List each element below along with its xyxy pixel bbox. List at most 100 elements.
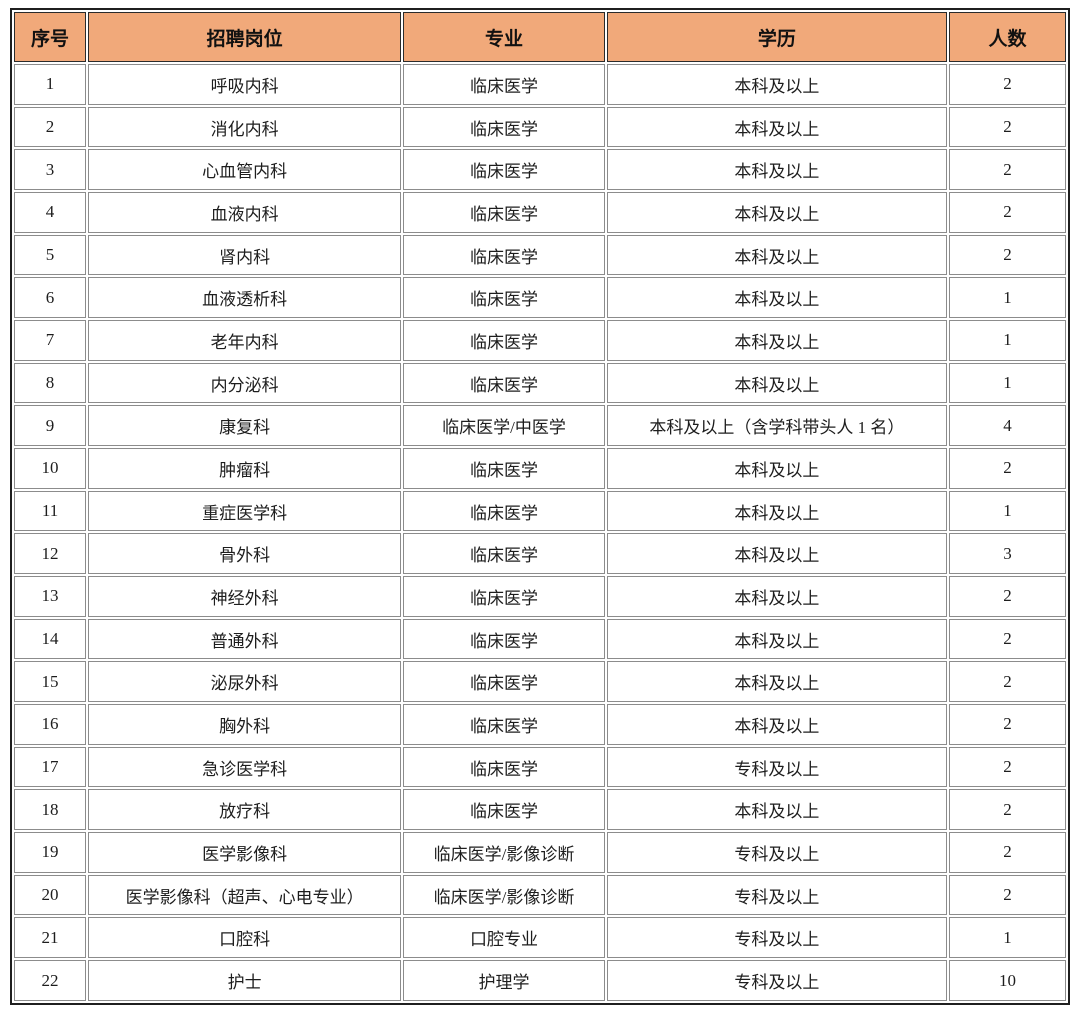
cell-no: 11 xyxy=(14,490,87,532)
table-row: 9 康复科 临床医学/中医学 本科及以上（含学科带头人 1 名） 4 xyxy=(14,405,1066,447)
cell-education: 本科及以上 xyxy=(606,576,948,617)
cell-education: 专科及以上 xyxy=(606,832,948,873)
cell-major: 临床医学 xyxy=(403,320,605,361)
cell-education: 本科及以上 xyxy=(606,277,948,319)
cell-education: 专科及以上 xyxy=(606,917,948,959)
cell-education: 本科及以上 xyxy=(606,320,948,361)
table-row: 7 老年内科 临床医学 本科及以上 1 xyxy=(14,320,1066,361)
cell-count: 2 xyxy=(949,832,1066,873)
cell-no: 14 xyxy=(14,618,87,660)
cell-count: 2 xyxy=(949,64,1066,105)
cell-count: 1 xyxy=(949,917,1066,959)
cell-position: 医学影像科（超声、心电专业） xyxy=(88,874,402,916)
cell-no: 15 xyxy=(14,661,87,703)
cell-no: 9 xyxy=(14,405,87,447)
cell-position: 神经外科 xyxy=(88,576,402,617)
header-no: 序号 xyxy=(14,12,87,62)
table-row: 12 骨外科 临床医学 本科及以上 3 xyxy=(14,533,1066,575)
table-header-row: 序号 招聘岗位 专业 学历 人数 xyxy=(14,12,1066,62)
cell-count: 2 xyxy=(949,874,1066,916)
cell-no: 16 xyxy=(14,704,87,745)
cell-count: 4 xyxy=(949,405,1066,447)
cell-no: 12 xyxy=(14,533,87,575)
cell-position: 医学影像科 xyxy=(88,832,402,873)
cell-no: 6 xyxy=(14,277,87,319)
cell-major: 临床医学/影像诊断 xyxy=(403,874,605,916)
cell-position: 口腔科 xyxy=(88,917,402,959)
cell-major: 临床医学 xyxy=(403,704,605,745)
table-row: 14 普通外科 临床医学 本科及以上 2 xyxy=(14,618,1066,660)
cell-count: 10 xyxy=(949,960,1066,1001)
cell-no: 19 xyxy=(14,832,87,873)
cell-education: 本科及以上 xyxy=(606,490,948,532)
cell-position: 护士 xyxy=(88,960,402,1001)
cell-count: 2 xyxy=(949,149,1066,191)
cell-no: 5 xyxy=(14,234,87,276)
cell-major: 临床医学 xyxy=(403,746,605,788)
recruitment-table: 序号 招聘岗位 专业 学历 人数 1 呼吸内科 临床医学 本科及以上 2 2 消化内科 临床医… xyxy=(10,8,1070,1005)
header-education: 学历 xyxy=(606,12,948,62)
cell-count: 2 xyxy=(949,448,1066,489)
table-row: 17 急诊医学科 临床医学 专科及以上 2 xyxy=(14,746,1066,788)
cell-count: 2 xyxy=(949,576,1066,617)
cell-no: 21 xyxy=(14,917,87,959)
cell-education: 本科及以上 xyxy=(606,64,948,105)
cell-count: 2 xyxy=(949,789,1066,831)
cell-no: 17 xyxy=(14,746,87,788)
cell-major: 临床医学 xyxy=(403,192,605,233)
cell-major: 临床医学/中医学 xyxy=(403,405,605,447)
cell-position: 重症医学科 xyxy=(88,490,402,532)
table-row: 20 医学影像科（超声、心电专业） 临床医学/影像诊断 专科及以上 2 xyxy=(14,874,1066,916)
cell-major: 临床医学 xyxy=(403,149,605,191)
cell-no: 22 xyxy=(14,960,87,1001)
cell-position: 血液透析科 xyxy=(88,277,402,319)
table-row: 1 呼吸内科 临床医学 本科及以上 2 xyxy=(14,64,1066,105)
cell-no: 1 xyxy=(14,64,87,105)
cell-major: 临床医学 xyxy=(403,362,605,404)
cell-no: 20 xyxy=(14,874,87,916)
cell-no: 8 xyxy=(14,362,87,404)
cell-position: 普通外科 xyxy=(88,618,402,660)
cell-position: 消化内科 xyxy=(88,106,402,148)
cell-count: 1 xyxy=(949,277,1066,319)
cell-count: 2 xyxy=(949,746,1066,788)
cell-position: 急诊医学科 xyxy=(88,746,402,788)
cell-education: 本科及以上 xyxy=(606,661,948,703)
cell-no: 2 xyxy=(14,106,87,148)
header-major: 专业 xyxy=(403,12,605,62)
cell-no: 18 xyxy=(14,789,87,831)
cell-position: 肿瘤科 xyxy=(88,448,402,489)
cell-major: 口腔专业 xyxy=(403,917,605,959)
cell-education: 本科及以上 xyxy=(606,704,948,745)
cell-education: 专科及以上 xyxy=(606,960,948,1001)
cell-education: 本科及以上 xyxy=(606,618,948,660)
table-row: 16 胸外科 临床医学 本科及以上 2 xyxy=(14,704,1066,745)
table-row: 3 心血管内科 临床医学 本科及以上 2 xyxy=(14,149,1066,191)
cell-count: 1 xyxy=(949,490,1066,532)
cell-major: 临床医学 xyxy=(403,277,605,319)
cell-major: 临床医学 xyxy=(403,490,605,532)
header-count: 人数 xyxy=(949,12,1066,62)
cell-count: 3 xyxy=(949,533,1066,575)
table-row: 10 肿瘤科 临床医学 本科及以上 2 xyxy=(14,448,1066,489)
cell-count: 2 xyxy=(949,192,1066,233)
cell-count: 2 xyxy=(949,618,1066,660)
cell-major: 临床医学 xyxy=(403,661,605,703)
cell-education: 本科及以上 xyxy=(606,362,948,404)
cell-position: 内分泌科 xyxy=(88,362,402,404)
cell-education: 本科及以上 xyxy=(606,106,948,148)
cell-major: 临床医学 xyxy=(403,106,605,148)
table-row: 5 肾内科 临床医学 本科及以上 2 xyxy=(14,234,1066,276)
table-row: 22 护士 护理学 专科及以上 10 xyxy=(14,960,1066,1001)
cell-count: 1 xyxy=(949,320,1066,361)
cell-position: 泌尿外科 xyxy=(88,661,402,703)
cell-no: 4 xyxy=(14,192,87,233)
cell-education: 专科及以上 xyxy=(606,746,948,788)
table-row: 4 血液内科 临床医学 本科及以上 2 xyxy=(14,192,1066,233)
cell-position: 肾内科 xyxy=(88,234,402,276)
cell-education: 本科及以上 xyxy=(606,192,948,233)
cell-no: 13 xyxy=(14,576,87,617)
cell-education: 本科及以上 xyxy=(606,149,948,191)
cell-major: 临床医学 xyxy=(403,576,605,617)
cell-education: 本科及以上（含学科带头人 1 名） xyxy=(606,405,948,447)
